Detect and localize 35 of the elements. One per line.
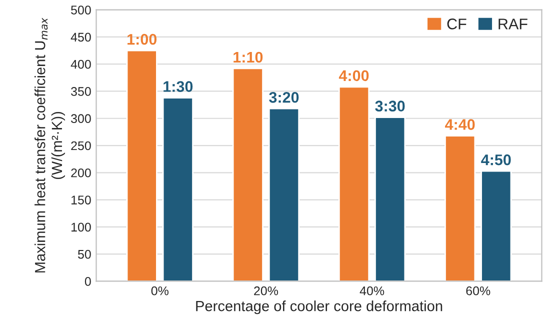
y-tick-label: 200	[71, 168, 91, 178]
y-tick-label: 250	[71, 141, 91, 150]
x-tick-label: 40%	[360, 286, 384, 296]
y-tick-label: 50	[78, 250, 91, 259]
annotation: 1:30	[164, 81, 193, 92]
text: Maximum heat transfer coefficient U$_{max}$ (W/(m²·K))	[34, 18, 65, 272]
bar	[268, 108, 300, 282]
annotation: 3:20	[269, 92, 299, 103]
legend-label: CF	[447, 18, 466, 30]
annotation: 4:50	[481, 154, 511, 166]
y-tick-label: 400	[70, 60, 91, 69]
y-tick-label: 150	[71, 196, 91, 204]
y-tick-label: 450	[70, 32, 91, 42]
y-tick-label: 500	[71, 6, 91, 14]
y-tick-label: 300	[71, 114, 91, 124]
bar	[126, 50, 158, 282]
bar	[444, 135, 476, 282]
y-tick-label: 100	[71, 222, 91, 232]
annotation: 4:40	[445, 119, 475, 130]
bar	[162, 97, 194, 282]
bar	[480, 170, 512, 282]
x-tick-label: 20%	[254, 286, 278, 296]
bar	[374, 116, 406, 282]
x-tick-label: 60%	[466, 286, 490, 296]
annotation: 1:00	[128, 34, 157, 45]
annotation: 4:00	[338, 70, 369, 82]
annotation: 3:30	[375, 100, 405, 112]
annotation: 1:10	[234, 52, 263, 63]
y-tick-label: 0	[84, 277, 91, 286]
bar	[232, 68, 264, 282]
x-axis-title: Percentage of cooler core deformation	[196, 300, 442, 314]
x-tick-label: 0%	[151, 286, 168, 296]
legend-label: RAF	[498, 18, 528, 30]
y-tick-label: 350	[71, 87, 91, 96]
bar	[338, 86, 370, 282]
